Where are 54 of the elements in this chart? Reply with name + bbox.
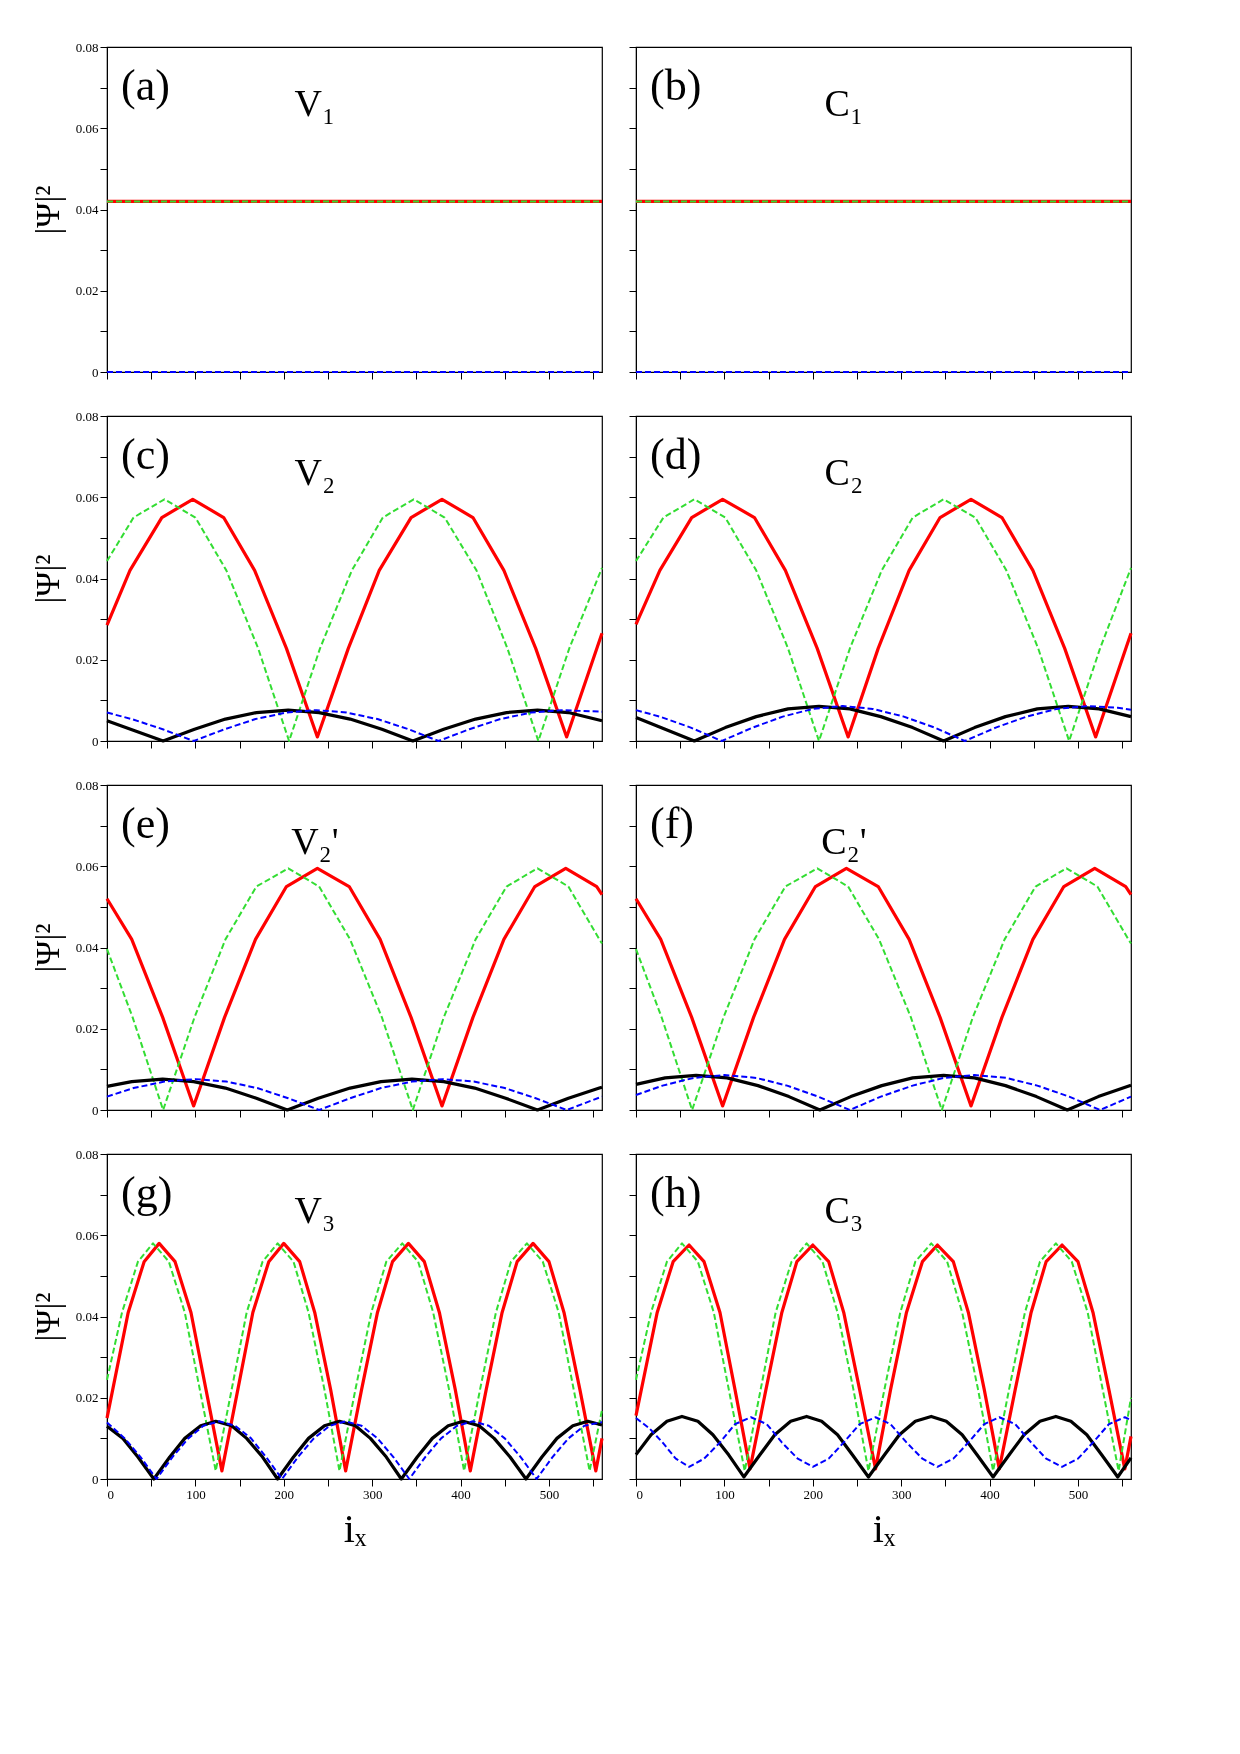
x-tick-label: 400 — [980, 1486, 1000, 1502]
y-tick-label: 0.06 — [75, 489, 99, 505]
annotation: (a) — [121, 61, 170, 110]
y-tick-label: 0.08 — [75, 1146, 99, 1162]
x-tick-label: 200 — [274, 1486, 295, 1502]
annotation: V₃ — [294, 1189, 336, 1231]
x-axis-title: iₓ — [872, 1505, 896, 1551]
x-tick-label: 500 — [1068, 1486, 1089, 1502]
annotation: V₁ — [294, 82, 336, 124]
x-tick-label: 0 — [107, 1486, 114, 1502]
annotation: C₂ — [824, 451, 864, 493]
annotation: (h) — [650, 1168, 702, 1217]
y-tick-label: 0 — [92, 1102, 99, 1118]
y-tick-label: 0.04 — [75, 1309, 99, 1324]
x-tick-label: 400 — [451, 1486, 471, 1502]
y-tick-label: 0.06 — [75, 858, 99, 874]
x-tick-label: 300 — [891, 1486, 912, 1502]
x-tick-label: 100 — [715, 1486, 735, 1502]
y-tick-label: 0.08 — [75, 39, 99, 55]
annotation: (e) — [121, 799, 170, 848]
y-tick-label: 0.08 — [75, 777, 99, 793]
y-tick-label: 0.04 — [75, 202, 99, 217]
y-tick-label: 0.02 — [75, 1390, 99, 1406]
annotation: (d) — [650, 430, 702, 479]
y-tick-label: 0.06 — [75, 120, 99, 136]
annotation: (c) — [121, 430, 170, 479]
x-tick-label: 100 — [186, 1486, 206, 1502]
y-axis-title: |Ψ|² — [28, 1292, 66, 1342]
y-tick-label: 0 — [92, 733, 99, 749]
y-tick-label: 0.04 — [75, 940, 99, 955]
annotation: C₁ — [824, 82, 864, 124]
y-axis-title: |Ψ|² — [28, 554, 66, 604]
annotation: (f) — [650, 799, 694, 848]
y-tick-label: 0 — [92, 364, 99, 380]
y-tick-label: 0.02 — [75, 1021, 99, 1037]
x-tick-label: 200 — [803, 1486, 824, 1502]
y-axis-title: |Ψ|² — [28, 923, 66, 973]
annotation: C₂' — [821, 820, 867, 862]
y-axis-title: |Ψ|² — [28, 185, 66, 235]
y-tick-label: 0.06 — [75, 1227, 99, 1243]
y-tick-label: 0.04 — [75, 571, 99, 586]
x-tick-label: 0 — [636, 1486, 643, 1502]
y-tick-label: 0.02 — [75, 652, 99, 668]
x-tick-label: 300 — [362, 1486, 383, 1502]
annotation: (b) — [650, 61, 702, 110]
y-tick-label: 0.02 — [75, 283, 99, 299]
y-tick-label: 0 — [92, 1471, 99, 1487]
y-tick-label: 0.08 — [75, 408, 99, 424]
x-tick-label: 500 — [539, 1486, 560, 1502]
x-axis-title: iₓ — [343, 1505, 367, 1551]
annotation: V₂' — [291, 820, 339, 862]
annotation: C₃ — [824, 1189, 864, 1231]
annotation: V₂ — [294, 451, 336, 493]
annotation: (g) — [121, 1168, 173, 1217]
